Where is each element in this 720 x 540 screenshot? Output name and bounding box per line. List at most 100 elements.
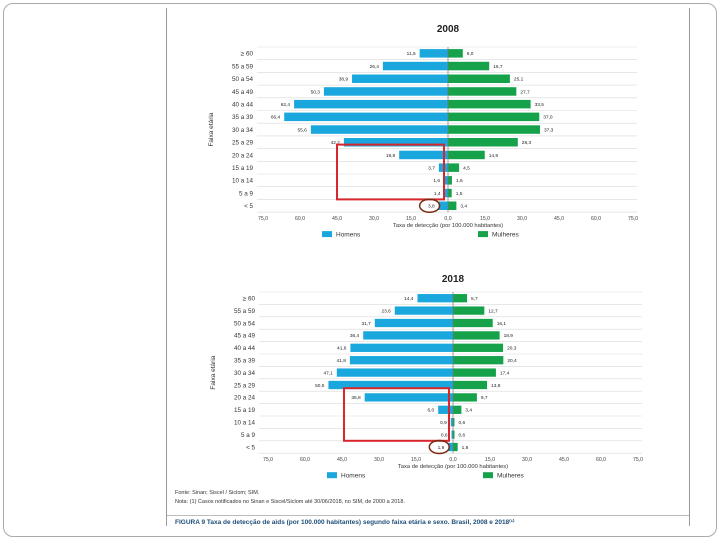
- value-label-women: 6,0: [467, 51, 474, 57]
- x-tick-label: 0,0: [444, 216, 451, 222]
- legend-swatch-women: [483, 472, 493, 479]
- category-label: 50 a 54: [232, 76, 254, 83]
- category-label: 30 a 34: [232, 127, 254, 134]
- value-label-women: 28,3: [522, 140, 532, 146]
- category-label: ≥ 60: [243, 296, 256, 303]
- value-label-men: 47,1: [323, 370, 333, 376]
- bar-women: [453, 343, 504, 352]
- value-label-men: 62,4: [281, 102, 291, 108]
- footnote: Nota: (1) Casos notificados no Sinan e S…: [175, 499, 405, 505]
- category-label: 25 a 29: [232, 140, 254, 147]
- category-label: < 5: [244, 203, 253, 210]
- value-label-men: 3,7: [428, 165, 435, 171]
- bar-women: [448, 87, 517, 96]
- value-label-women: 16,7: [493, 64, 503, 70]
- value-label-women: 3,4: [465, 408, 472, 414]
- x-tick-label: 45,0: [332, 216, 342, 222]
- value-label-women: 1,6: [456, 178, 463, 184]
- value-label-men: 11,5: [407, 51, 416, 57]
- bar-men: [352, 74, 448, 83]
- bar-men: [394, 306, 453, 315]
- value-label-women: 5,7: [471, 296, 478, 302]
- bar-women: [448, 138, 518, 147]
- value-label-women: 20,4: [507, 358, 517, 364]
- x-tick-label: 30,0: [369, 216, 379, 222]
- category-label: 35 a 39: [232, 114, 254, 121]
- value-label-women: 16,1: [497, 321, 507, 327]
- value-label-women: 33,5: [535, 102, 545, 108]
- bar-women: [453, 430, 455, 439]
- x-tick-label: 60,0: [300, 457, 310, 463]
- category-label: 5 a 9: [239, 190, 254, 197]
- x-tick-label: 75,0: [633, 457, 643, 463]
- value-label-women: 37,0: [543, 115, 553, 121]
- highlight-circle: [428, 439, 451, 455]
- value-label-women: 0,6: [458, 432, 465, 438]
- bar-women: [453, 405, 462, 414]
- bar-women: [448, 176, 452, 185]
- value-label-men: 1,6: [433, 178, 440, 184]
- value-label-men: 1,9: [438, 445, 445, 451]
- legend-swatch-men: [327, 472, 337, 479]
- x-tick-label: 15,0: [485, 457, 495, 463]
- x-tick-label: 45,0: [554, 216, 564, 222]
- value-label-women: 9,7: [481, 395, 488, 401]
- bar-men: [323, 87, 448, 96]
- legend-label-men: Homens: [336, 232, 361, 239]
- bar-women: [453, 418, 455, 427]
- value-label-women: 1,5: [456, 191, 463, 197]
- bar-women: [453, 306, 485, 315]
- x-tick-label: 15,0: [480, 216, 490, 222]
- x-tick-label: 75,0: [628, 216, 638, 222]
- x-axis-label: Taxa de detecção (por 100.000 habitantes…: [393, 223, 503, 229]
- category-label: 15 a 19: [234, 407, 256, 414]
- category-label: 50 a 54: [234, 320, 256, 327]
- figure-caption: FIGURA 9 Taxa de detecção de aids (por 1…: [167, 515, 689, 526]
- value-label-women: 17,4: [500, 370, 510, 376]
- bar-men: [349, 356, 453, 365]
- value-label-men: 66,4: [271, 115, 281, 121]
- category-label: 35 a 39: [234, 358, 256, 365]
- legend-swatch-men: [322, 231, 332, 238]
- value-label-men: 26,4: [370, 64, 380, 70]
- category-label: 10 a 14: [232, 178, 254, 185]
- value-label-men: 31,7: [361, 321, 371, 327]
- category-label: 40 a 44: [232, 101, 254, 108]
- category-label: 55 a 59: [234, 308, 256, 315]
- value-label-women: 1,9: [462, 445, 469, 451]
- value-label-women: 13,8: [491, 383, 501, 389]
- legend-label-women: Mulheres: [497, 473, 524, 480]
- value-label-men: 55,6: [298, 127, 308, 133]
- value-label-men: 35,8: [351, 395, 361, 401]
- bar-women: [448, 125, 541, 134]
- value-label-men: 3,8: [428, 204, 435, 210]
- bar-women: [448, 112, 540, 122]
- bar-women: [453, 331, 500, 340]
- category-label: 45 a 49: [232, 89, 254, 96]
- category-label: 20 a 24: [234, 395, 256, 402]
- bar-men: [444, 188, 448, 198]
- bar-men: [364, 393, 453, 402]
- bar-men: [450, 418, 453, 427]
- legend-label-women: Mulheres: [492, 232, 519, 239]
- value-label-women: 25,1: [514, 77, 524, 83]
- bar-women: [453, 356, 504, 365]
- x-tick-label: 30,0: [517, 216, 527, 222]
- category-label: 40 a 44: [234, 345, 256, 352]
- bar-men: [343, 138, 448, 147]
- category-label: 5 a 9: [241, 432, 256, 439]
- value-label-men: 50,5: [315, 383, 325, 389]
- bar-women: [453, 368, 496, 377]
- bar-women: [448, 74, 510, 83]
- x-tick-label: 0,0: [449, 457, 456, 463]
- bar-men: [444, 176, 448, 185]
- document-page: 2008 Faixa etária ≥ 60 11,5 6,0 55 a 59 26,4 16…: [166, 8, 690, 526]
- value-label-men: 50,3: [311, 89, 321, 95]
- bar-men: [336, 368, 453, 377]
- bar-men: [294, 99, 448, 109]
- value-label-men: 6,0: [428, 408, 435, 414]
- bar-women: [448, 201, 457, 210]
- category-label: 25 a 29: [234, 382, 256, 389]
- value-label-men: 0,9: [440, 420, 447, 426]
- bar-women: [448, 61, 490, 71]
